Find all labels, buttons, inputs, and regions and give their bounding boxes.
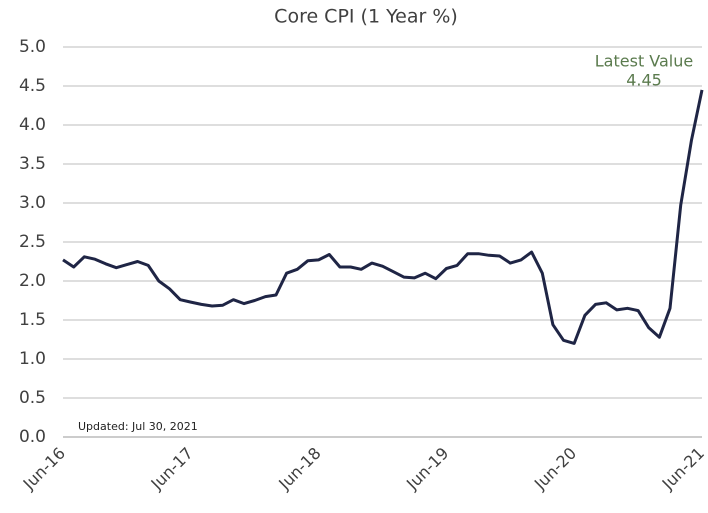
x-tick-label: Jun-18 — [274, 444, 324, 494]
y-tick-label: 0.0 — [19, 427, 46, 447]
y-tick-label: 1.0 — [19, 349, 46, 369]
footnote: Updated: Jul 30, 2021 — [78, 420, 198, 433]
y-tick-label: 4.0 — [19, 115, 46, 135]
y-tick-label: 4.5 — [19, 76, 46, 96]
y-tick-label: 3.5 — [19, 154, 46, 174]
y-tick-label: 2.0 — [19, 271, 46, 291]
x-tick-label: Jun-16 — [19, 444, 69, 494]
line-series — [62, 89, 704, 345]
x-tick-label: Jun-19 — [402, 444, 452, 494]
y-tick-label: 2.5 — [19, 232, 46, 252]
y-tick-label: 3.0 — [19, 193, 46, 213]
x-tick-label: Jun-21 — [658, 444, 708, 494]
chart-title: Core CPI (1 Year %) — [274, 6, 458, 28]
y-tick-label: 1.5 — [19, 310, 46, 330]
annotation: Latest Value — [595, 52, 693, 71]
latest-value-label: 4.45 — [626, 71, 662, 90]
x-tick-label: Jun-17 — [147, 444, 197, 494]
x-tick-label: Jun-20 — [530, 444, 580, 494]
y-tick-label: 0.5 — [19, 388, 46, 408]
y-tick-label: 5.0 — [19, 37, 46, 57]
